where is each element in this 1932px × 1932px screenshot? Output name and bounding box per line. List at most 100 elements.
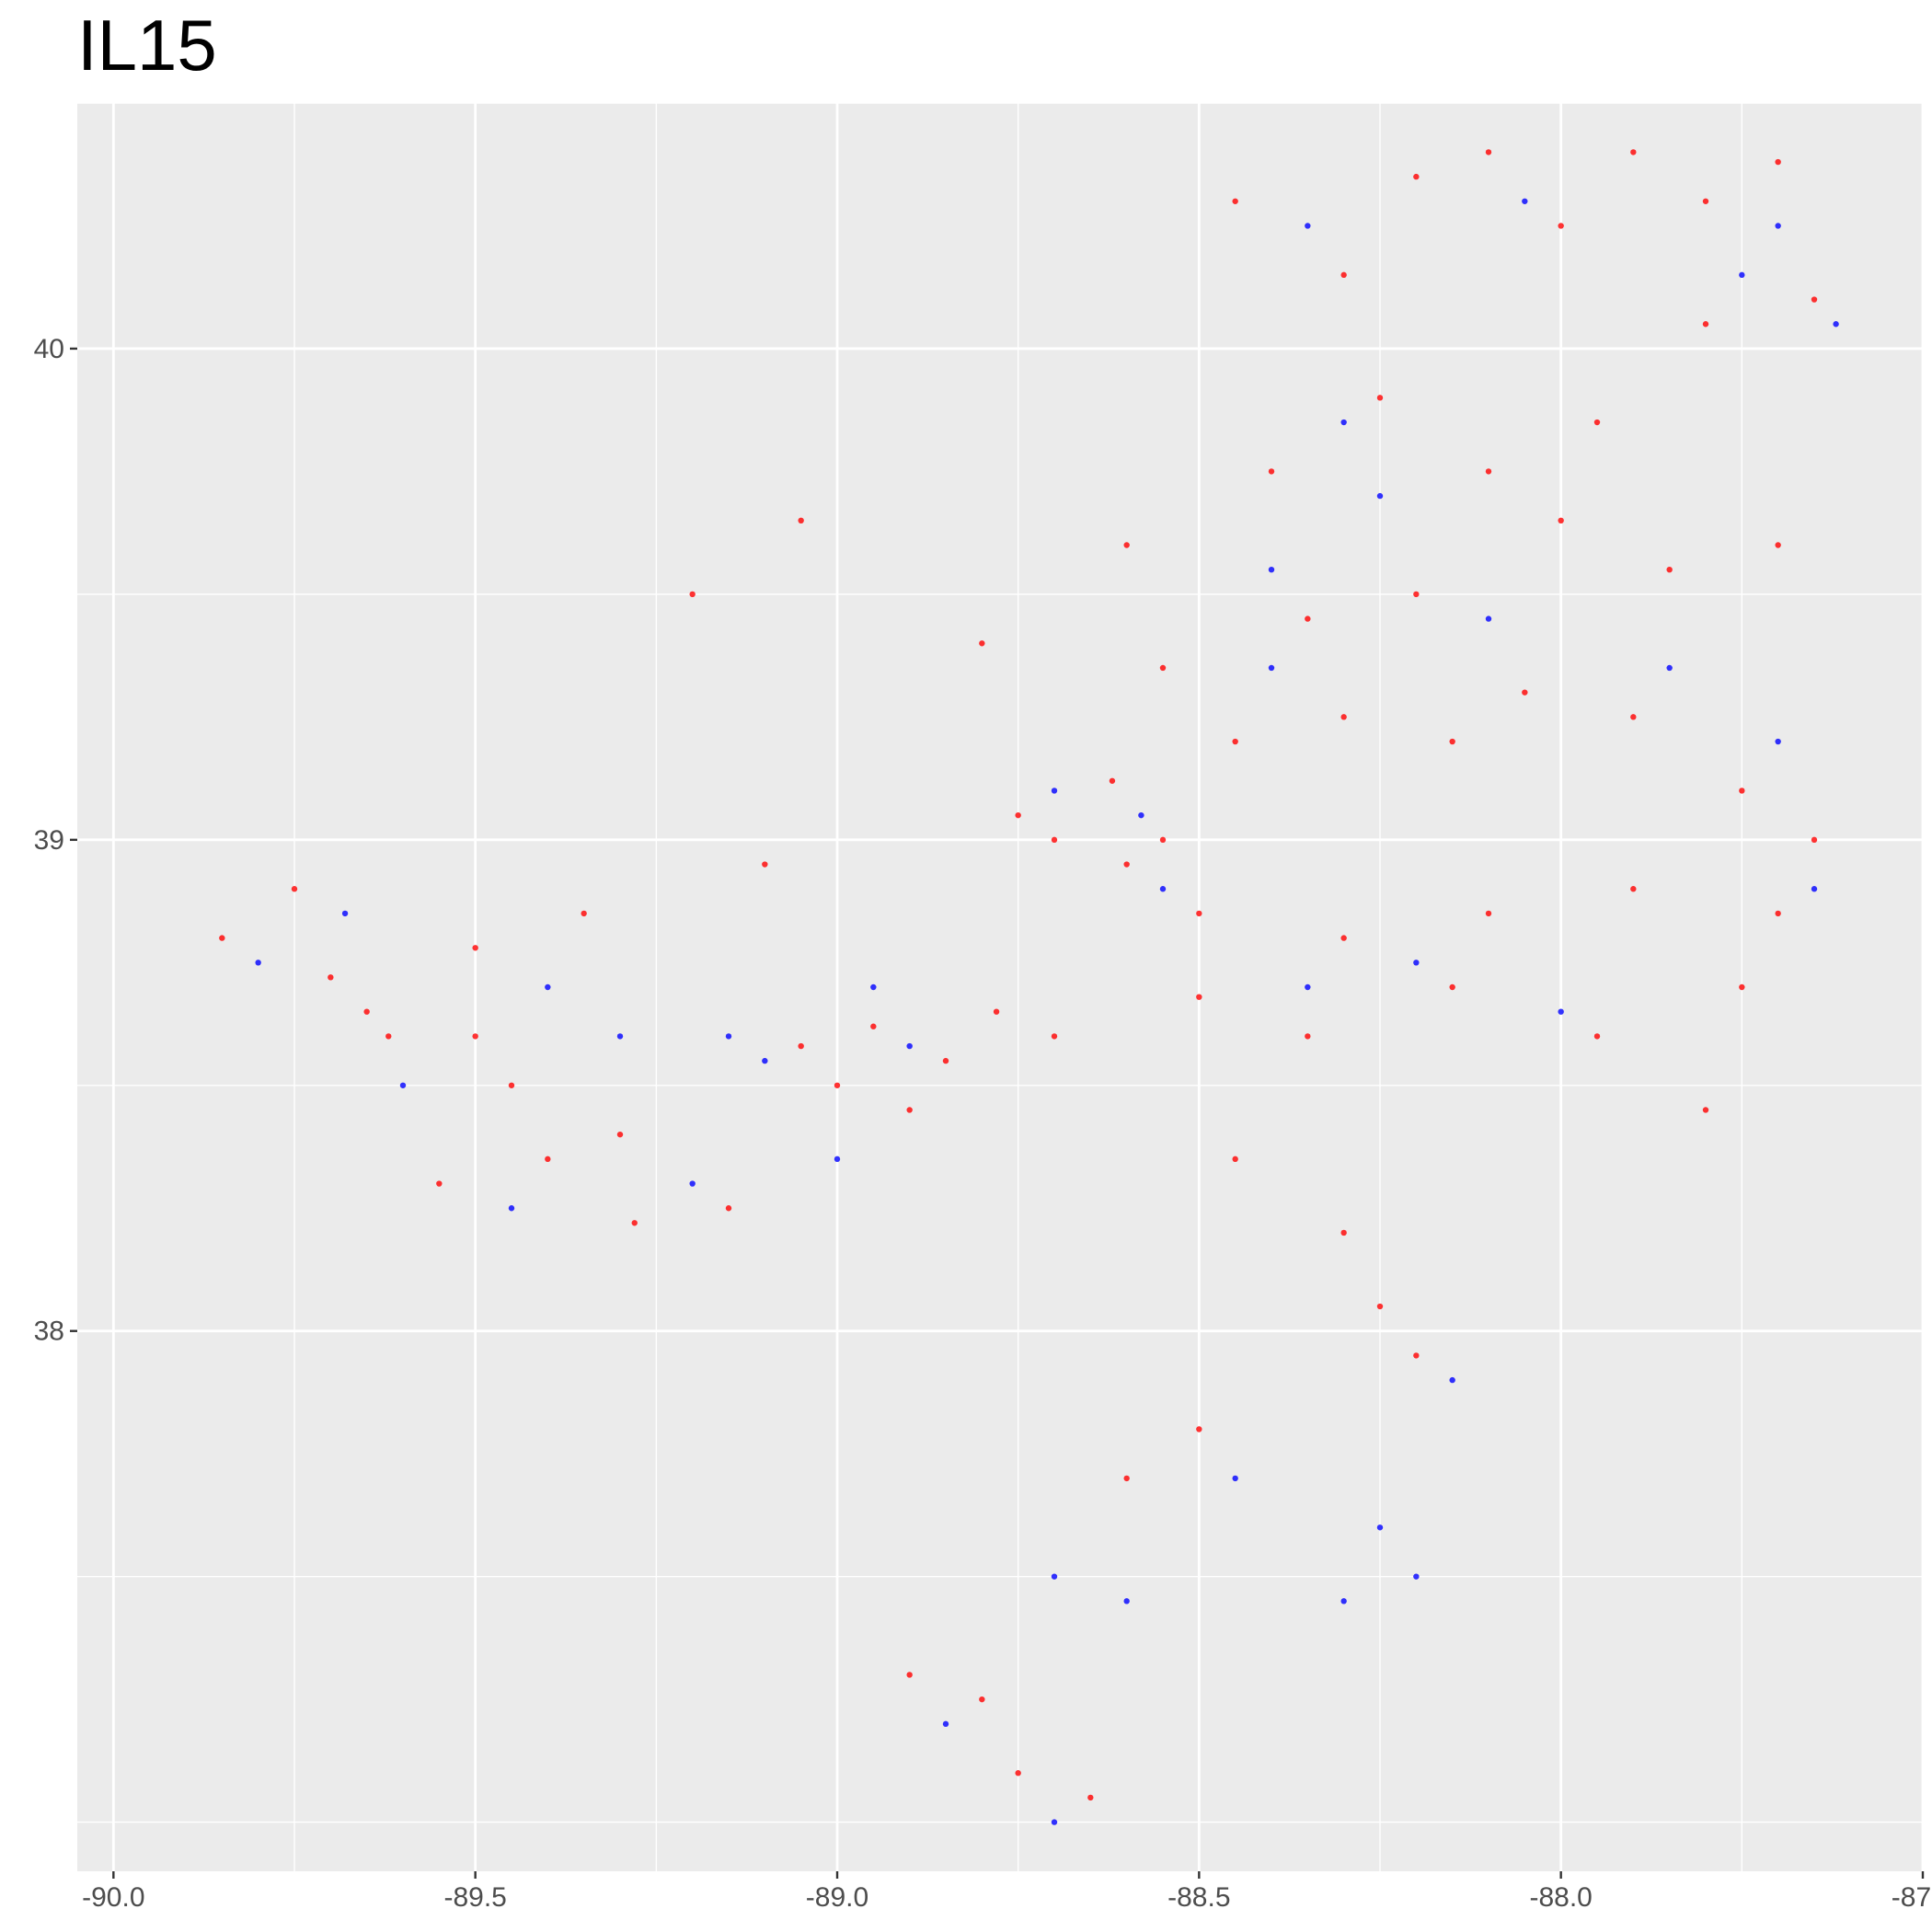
data-point-blue	[1232, 1475, 1238, 1482]
data-point-blue	[1305, 223, 1311, 229]
data-point-blue	[1376, 492, 1384, 500]
data-point-red	[1775, 542, 1781, 548]
data-point-red	[1196, 1426, 1202, 1432]
data-point-red	[834, 1082, 841, 1088]
data-point-red	[906, 1107, 913, 1113]
data-point-blue	[1051, 788, 1058, 794]
x-tick-label: -90.0	[82, 1882, 144, 1913]
data-point-red	[1558, 223, 1564, 229]
data-point-blue	[1340, 419, 1347, 426]
data-point-blue	[399, 1082, 407, 1088]
data-point-red	[870, 1023, 877, 1029]
data-point-blue	[1775, 738, 1781, 745]
data-point-blue	[1051, 1573, 1058, 1580]
data-point-red	[1123, 542, 1130, 548]
data-point-blue	[1305, 983, 1311, 991]
data-point-blue	[1138, 811, 1144, 819]
data-point-red	[1268, 468, 1275, 475]
y-tick-label: 39	[34, 825, 64, 856]
data-point-blue	[1413, 1573, 1420, 1580]
x-tick-label: -88.0	[1529, 1882, 1592, 1913]
data-point-red	[1376, 1303, 1384, 1310]
data-point-red	[1666, 566, 1673, 573]
y-tick-label: 38	[34, 1317, 64, 1347]
data-point-red	[1630, 149, 1637, 155]
data-point-red	[725, 1205, 732, 1212]
data-point-red	[1196, 910, 1202, 917]
data-point-red	[1485, 149, 1492, 155]
data-point-blue	[906, 1042, 913, 1050]
data-point-red	[979, 640, 985, 647]
data-point-blue	[942, 1720, 949, 1728]
data-point-red	[1811, 836, 1818, 844]
data-points	[219, 149, 1839, 1825]
data-point-red	[906, 1672, 913, 1678]
data-point-red	[798, 517, 804, 524]
data-point-red	[1159, 836, 1167, 844]
data-point-blue	[1811, 886, 1818, 892]
data-point-red	[1485, 910, 1492, 917]
data-point-red	[616, 1131, 624, 1138]
data-point-blue	[1268, 664, 1275, 672]
data-point-blue	[508, 1205, 515, 1212]
data-point-red	[291, 886, 298, 892]
minor-gridlines	[77, 102, 1923, 1871]
data-point-red	[328, 974, 334, 981]
data-point-red	[1630, 886, 1637, 892]
data-point-red	[1811, 296, 1818, 303]
data-point-blue	[834, 1156, 841, 1163]
data-point-red	[1522, 689, 1528, 696]
data-point-blue	[1123, 1598, 1130, 1604]
data-point-blue	[1413, 960, 1420, 966]
data-point-red	[1702, 1107, 1709, 1113]
data-point-red	[1305, 615, 1311, 622]
data-point-blue	[1833, 321, 1839, 328]
data-point-red	[1305, 1033, 1311, 1040]
data-point-red	[472, 945, 478, 951]
data-point-blue	[1268, 566, 1275, 573]
data-point-blue	[1449, 1376, 1455, 1384]
data-point-red	[1449, 983, 1455, 991]
data-point-blue	[341, 910, 349, 917]
data-point-red	[472, 1033, 478, 1040]
data-point-red	[1232, 1156, 1238, 1163]
data-point-blue	[1739, 271, 1745, 279]
data-point-blue	[255, 960, 261, 966]
data-point-red	[1775, 158, 1781, 166]
major-gridlines	[77, 103, 1925, 1871]
data-point-red	[1376, 395, 1384, 401]
data-point-blue	[1522, 198, 1528, 204]
data-point-blue	[1051, 1819, 1058, 1825]
data-point-red	[1739, 788, 1745, 794]
data-point-red	[1340, 271, 1347, 279]
data-point-red	[689, 591, 696, 598]
data-point-red	[762, 861, 768, 868]
y-tick-label: 40	[34, 334, 64, 364]
data-point-blue	[870, 983, 877, 991]
data-point-red	[798, 1042, 804, 1050]
data-point-red	[1413, 1352, 1420, 1359]
data-point-blue	[1485, 615, 1492, 622]
data-point-red	[1485, 468, 1492, 475]
data-point-blue	[545, 983, 551, 991]
data-point-red	[1449, 738, 1455, 745]
data-point-red	[1702, 321, 1709, 328]
x-tick-label: -89.5	[443, 1882, 506, 1913]
x-tick-label: -87.5	[1892, 1882, 1932, 1913]
data-point-red	[1558, 517, 1564, 524]
chart-title: IL15	[77, 5, 217, 86]
data-point-red	[545, 1156, 551, 1163]
data-point-red	[1593, 419, 1601, 426]
data-point-red	[1630, 714, 1637, 720]
data-point-red	[436, 1180, 443, 1187]
data-point-red	[1340, 935, 1347, 941]
data-point-red	[1015, 1770, 1021, 1777]
plot-panel	[77, 103, 1923, 1871]
data-point-red	[1593, 1033, 1601, 1040]
data-point-blue	[1340, 1598, 1347, 1604]
data-point-red	[1340, 1229, 1347, 1236]
data-point-red	[1109, 777, 1116, 784]
data-point-red	[1775, 910, 1781, 917]
data-point-red	[1051, 1033, 1058, 1040]
